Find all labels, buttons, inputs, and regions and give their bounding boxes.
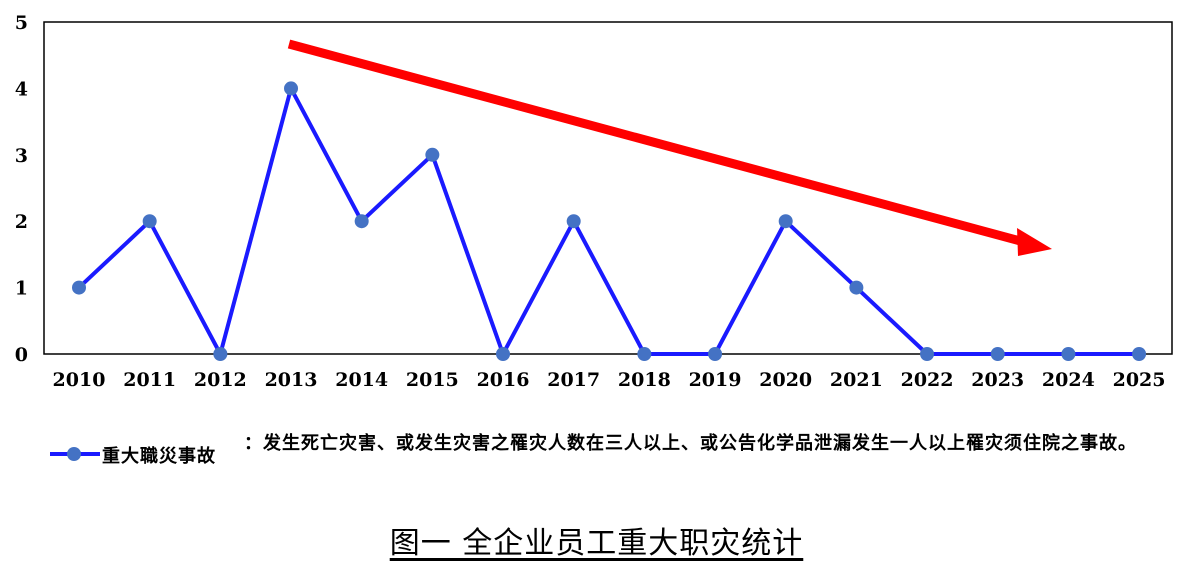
x-tick-label: 2022 — [901, 369, 954, 391]
data-point — [1132, 347, 1147, 361]
data-point — [354, 214, 369, 229]
y-tick-label: 2 — [15, 211, 28, 233]
y-tick-label: 4 — [15, 78, 28, 100]
series-line — [77, 86, 1140, 356]
data-point — [566, 214, 581, 229]
legend: 重大職災事故 ：发生死亡灾害、或发生灾害之罹灾人数在三人以上、或公告化学品泄漏发… — [48, 426, 1178, 486]
data-point — [496, 347, 511, 361]
trend-arrow — [287, 39, 1052, 256]
data-point — [778, 214, 793, 229]
series-group — [72, 81, 1147, 361]
x-tick-label: 2021 — [830, 369, 883, 391]
x-tick-label: 2023 — [971, 369, 1024, 391]
data-point — [1061, 347, 1076, 361]
data-point — [637, 347, 652, 361]
x-tick-label: 2018 — [618, 369, 671, 391]
x-tick-label: 2013 — [265, 369, 318, 391]
data-point — [72, 280, 86, 295]
x-axis: 2010 2011 2012 2013 2014 2015 2016 2017 2018 2019… — [53, 369, 1166, 391]
y-tick-label: 0 — [15, 344, 28, 366]
legend-swatch — [50, 447, 100, 461]
x-tick-label: 2016 — [477, 369, 530, 391]
data-point — [920, 347, 935, 361]
x-tick-label: 2014 — [335, 369, 388, 391]
data-point — [213, 347, 228, 361]
x-tick-label: 2015 — [406, 369, 459, 391]
data-point — [284, 81, 299, 96]
data-point — [708, 347, 723, 361]
x-tick-label: 2024 — [1042, 369, 1095, 391]
legend-description: ：发生死亡灾害、或发生灾害之罹灾人数在三人以上、或公告化学品泄漏发生一人以上罹灾… — [244, 433, 1137, 454]
data-point — [425, 147, 440, 162]
y-tick-label: 1 — [15, 278, 28, 300]
data-point — [142, 214, 157, 229]
data-point — [990, 347, 1005, 361]
x-tick-label: 2012 — [194, 369, 247, 391]
legend-series-name: 重大職災事故 — [102, 446, 216, 467]
x-tick-label: 2010 — [53, 369, 106, 391]
x-tick-label: 2011 — [123, 369, 176, 391]
x-tick-label: 2017 — [547, 369, 600, 391]
data-point — [849, 280, 864, 295]
x-tick-label: 2025 — [1113, 369, 1166, 391]
y-axis: 0 1 2 3 4 5 — [15, 12, 28, 366]
figure-caption-wrap: 图一 全企业员工重大职灾统计 — [0, 518, 1193, 562]
y-tick-label: 3 — [15, 145, 28, 167]
y-tick-label: 5 — [15, 12, 28, 34]
x-tick-label: 2020 — [759, 369, 812, 391]
plot-frame — [43, 21, 1173, 355]
x-tick-label: 2019 — [689, 369, 742, 391]
figure-caption: 图一 全企业员工重大职灾统计 — [389, 526, 804, 561]
